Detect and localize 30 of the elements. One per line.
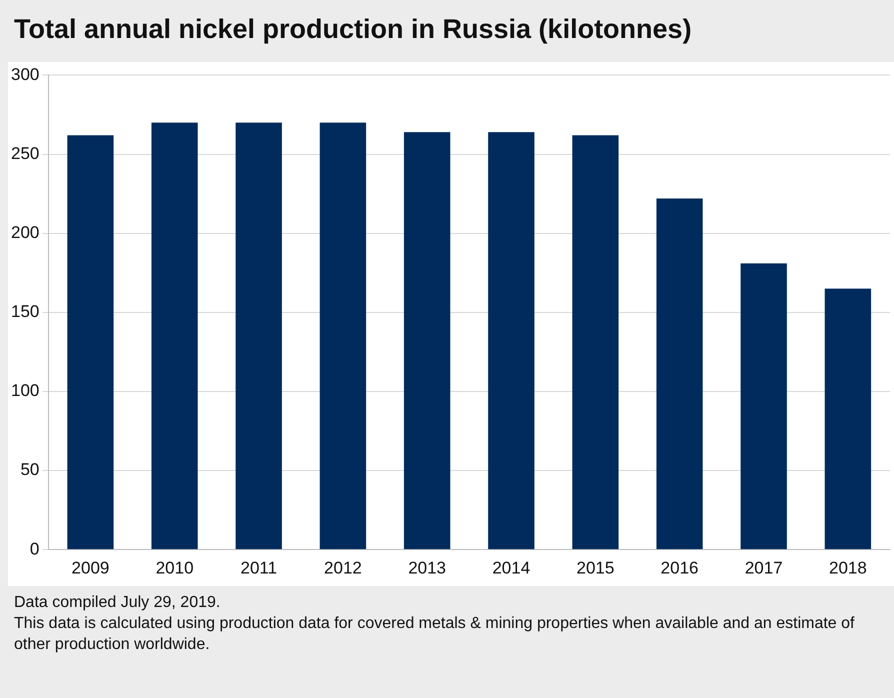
y-tick-label: 200 <box>10 223 40 242</box>
bar <box>656 198 703 550</box>
y-tick-label: 300 <box>10 64 40 84</box>
y-tick-label: 100 <box>10 381 40 400</box>
chart-title: Total annual nickel production in Russia (kilotonnes) <box>0 0 894 62</box>
text: This data is calculated using production data for covered metals & mining properties when available and an estimate of other production worldwide. <box>14 614 856 655</box>
y-tick-label: 50 <box>20 460 40 480</box>
bar <box>151 122 198 550</box>
x-tick-label: 2015 <box>576 558 614 578</box>
y-tick-label: 150 <box>10 302 40 322</box>
x-tick-label: 2009 <box>72 558 110 578</box>
bar <box>824 288 872 550</box>
x-tick-label: 2016 <box>660 558 699 578</box>
x-tick-label: 2017 <box>744 558 783 578</box>
x-tick-label: 2012 <box>324 558 362 578</box>
bar <box>320 122 366 550</box>
bar <box>236 122 282 550</box>
bar <box>488 132 534 550</box>
bar <box>572 135 619 550</box>
y-tick-label: 0 <box>30 539 40 558</box>
bar <box>404 132 450 550</box>
x-tick-label: 2010 <box>156 558 194 578</box>
y-tick-label: 250 <box>10 144 40 163</box>
x-tick-label: 2018 <box>829 558 867 578</box>
text: Data compiled July 29, 2019. <box>14 593 222 613</box>
bar <box>740 263 787 550</box>
x-tick-label: 2014 <box>492 558 530 578</box>
x-tick-label: 2013 <box>408 558 446 578</box>
bar <box>67 135 114 550</box>
x-tick-label: 2011 <box>240 558 278 578</box>
